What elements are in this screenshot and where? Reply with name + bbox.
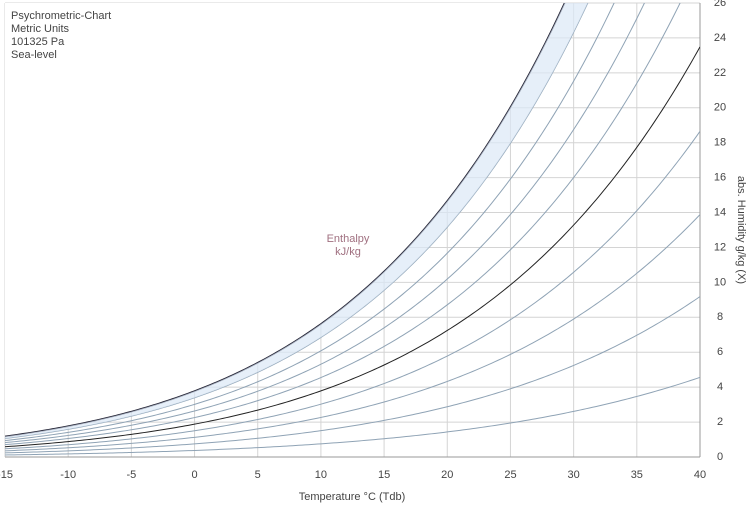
curves — [5, 3, 700, 456]
x-axis-label: Temperature °C (Tdb) — [299, 491, 406, 503]
rh-curve — [5, 296, 700, 454]
chart-title: Psychrometric-Chart — [11, 10, 111, 22]
y-tick-label: 16 — [714, 172, 726, 184]
rh-curve — [5, 46, 700, 448]
y-tick-label: 6 — [717, 346, 723, 358]
x-tick-label: 30 — [568, 469, 580, 481]
rh-curve — [5, 3, 681, 446]
y-tick-label: 14 — [714, 206, 726, 218]
y-tick-label: 10 — [714, 276, 726, 288]
altitude: Sea-level — [11, 49, 57, 61]
rh-curve — [5, 376, 700, 456]
y-axis-label: abs. Humidity g/kg (X) — [735, 176, 747, 284]
y-tick-label: 4 — [717, 381, 723, 393]
x-tick-label: -15 — [0, 469, 13, 481]
units: Metric Units — [11, 23, 70, 35]
supersaturated-area — [5, 3, 700, 437]
x-tick-label: 5 — [255, 469, 261, 481]
rh-curve — [5, 131, 700, 450]
x-tick-label: 40 — [694, 469, 706, 481]
enthalpy-unit: kJ/kg — [335, 246, 361, 258]
rh-curve — [5, 214, 700, 452]
x-tick-label: 15 — [378, 469, 390, 481]
x-tick-label: -10 — [60, 469, 76, 481]
rh-curve — [5, 3, 645, 444]
saturation-band — [5, 3, 588, 439]
rh-curve — [5, 3, 615, 442]
y-tick-label: 20 — [714, 102, 726, 114]
x-tick-label: 0 — [191, 469, 197, 481]
x-tick-label: 20 — [441, 469, 453, 481]
x-tick-label: 35 — [631, 469, 643, 481]
y-tick-label: 0 — [717, 451, 723, 463]
x-tick-label: 25 — [504, 469, 516, 481]
x-tick-label: 10 — [315, 469, 327, 481]
y-tick-label: 18 — [714, 137, 726, 149]
x-tick-label: -5 — [126, 469, 136, 481]
y-tick-label: 8 — [717, 311, 723, 323]
pressure: 101325 Pa — [11, 36, 65, 48]
enthalpy-title: Enthalpy — [327, 233, 370, 245]
y-tick-label: 24 — [714, 32, 726, 44]
y-tick-label: 22 — [714, 67, 726, 79]
y-tick-label: 12 — [714, 241, 726, 253]
labels: -15-10-505101520253035400246810121416182… — [0, 0, 726, 481]
y-tick-label: 2 — [717, 416, 723, 428]
y-tick-label: 26 — [714, 0, 726, 9]
